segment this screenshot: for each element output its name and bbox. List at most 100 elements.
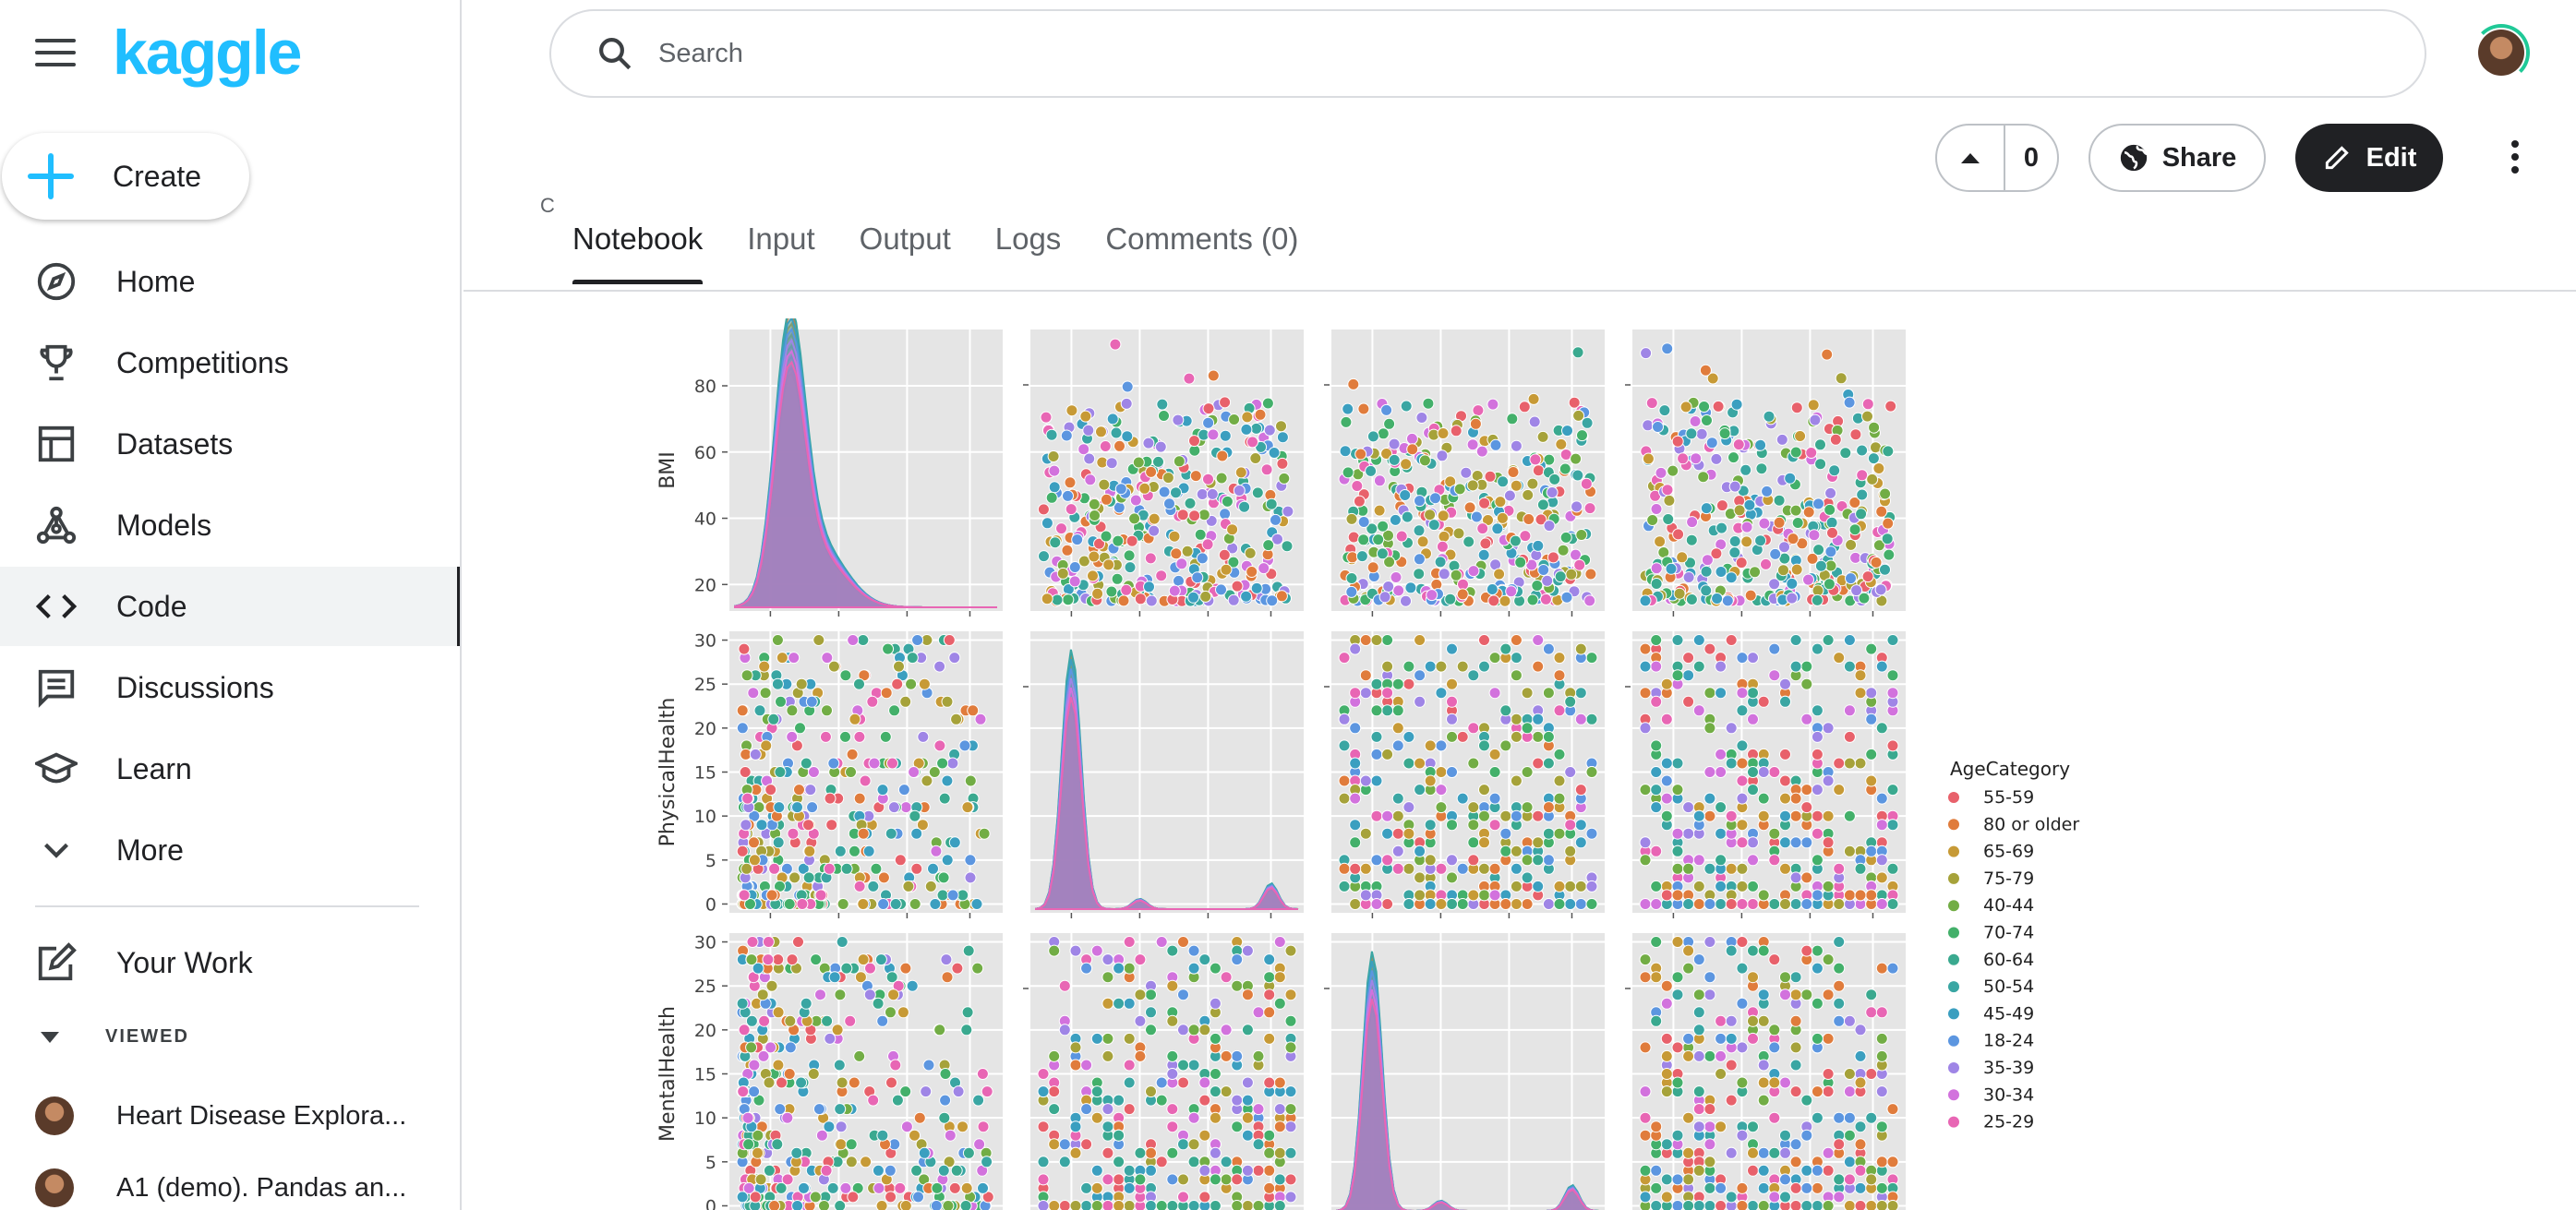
scatter-point bbox=[1198, 1076, 1211, 1089]
scatter-point bbox=[1187, 1059, 1200, 1072]
scatter-point bbox=[1166, 1068, 1179, 1080]
scatter-point bbox=[748, 836, 760, 849]
edit-button[interactable]: Edit bbox=[2295, 124, 2443, 192]
tab-comments[interactable]: Comments (0) bbox=[1105, 222, 1299, 256]
scatter-point bbox=[1800, 660, 1813, 673]
sidebar-item-home[interactable]: Home bbox=[0, 242, 460, 321]
scatter-point bbox=[1424, 774, 1437, 787]
scatter-point bbox=[1048, 1049, 1061, 1062]
sidebar-item-models[interactable]: Models bbox=[0, 485, 460, 565]
scatter-point bbox=[1685, 427, 1698, 440]
scatter-point bbox=[1728, 480, 1741, 493]
scatter-point bbox=[1725, 1191, 1738, 1204]
tab-input[interactable]: Input bbox=[747, 222, 815, 256]
scatter-point bbox=[1484, 470, 1497, 483]
search-bar[interactable] bbox=[549, 9, 2426, 98]
scatter-point bbox=[1453, 483, 1466, 496]
scatter-point bbox=[765, 889, 778, 902]
scatter-point bbox=[1779, 862, 1791, 875]
scatter-point bbox=[1446, 766, 1458, 778]
scatter-point bbox=[1262, 539, 1275, 552]
scatter-point bbox=[1747, 898, 1759, 910]
scatter-point bbox=[1278, 472, 1291, 485]
scatter-point bbox=[1789, 809, 1802, 822]
scatter-point bbox=[1101, 1146, 1114, 1159]
share-button[interactable]: Share bbox=[2088, 124, 2266, 192]
scatter-point bbox=[1173, 455, 1186, 468]
scatter-point bbox=[1789, 1041, 1802, 1054]
scatter-point bbox=[964, 774, 977, 787]
scatter-point bbox=[1177, 1059, 1189, 1072]
sidebar-item-competitions[interactable]: Competitions bbox=[0, 323, 460, 402]
scatter-point bbox=[786, 730, 799, 743]
viewed-item[interactable]: A1 (demo). Pandas an... bbox=[35, 1168, 406, 1207]
sidebar-item-code[interactable]: Code bbox=[0, 567, 460, 646]
scatter-point bbox=[1662, 513, 1675, 525]
scatter-point bbox=[937, 1164, 950, 1177]
scatter-point bbox=[1532, 713, 1545, 725]
legend-marker bbox=[1948, 1008, 1959, 1020]
scatter-point bbox=[1209, 1146, 1222, 1159]
menu-icon[interactable] bbox=[35, 39, 76, 70]
scatter-point bbox=[1757, 1181, 1770, 1194]
scatter-point bbox=[1768, 578, 1781, 591]
search-input[interactable] bbox=[658, 38, 2136, 69]
scatter-point bbox=[1145, 988, 1157, 1001]
scatter-point bbox=[1389, 513, 1402, 526]
create-label: Create bbox=[113, 159, 202, 193]
scatter-point bbox=[1811, 1111, 1824, 1124]
viewed-toggle[interactable]: VIEWED bbox=[41, 1026, 189, 1048]
scatter-point bbox=[875, 1200, 888, 1210]
scatter-point bbox=[1779, 792, 1791, 805]
scatter-point bbox=[1736, 739, 1749, 752]
viewed-item[interactable]: Heart Disease Explora... bbox=[35, 1096, 406, 1135]
scatter-point bbox=[1113, 1200, 1125, 1210]
scatter-point bbox=[1446, 898, 1458, 910]
sidebar-item-discussions[interactable]: Discussions bbox=[0, 648, 460, 727]
scatter-point bbox=[1650, 1014, 1663, 1027]
tab-output[interactable]: Output bbox=[859, 222, 951, 256]
scatter-point bbox=[1414, 757, 1426, 770]
upvote-button[interactable] bbox=[1937, 126, 2005, 190]
scatter-point bbox=[1233, 485, 1246, 497]
more-options-icon[interactable] bbox=[2506, 140, 2524, 177]
scatter-point bbox=[1196, 488, 1209, 500]
scatter-point bbox=[1080, 1059, 1093, 1072]
sidebar-item-your-work[interactable]: Your Work bbox=[0, 923, 460, 1002]
scatter-point bbox=[1692, 634, 1705, 646]
tick-label: 30 bbox=[694, 933, 716, 953]
scatter-point bbox=[961, 801, 974, 814]
scatter-point bbox=[1488, 889, 1501, 902]
scatter-point bbox=[1574, 713, 1587, 725]
create-button[interactable]: Create bbox=[2, 133, 249, 220]
scatter-point bbox=[1811, 784, 1824, 797]
scatter-point bbox=[1800, 801, 1813, 814]
scatter-point bbox=[1789, 504, 1802, 517]
scatter-point bbox=[1757, 1014, 1770, 1027]
scatter-point bbox=[1650, 562, 1663, 575]
tab-logs[interactable]: Logs bbox=[994, 222, 1062, 256]
sidebar-item-datasets[interactable]: Datasets bbox=[0, 404, 460, 484]
scatter-point bbox=[1875, 792, 1888, 805]
user-avatar[interactable] bbox=[2478, 30, 2524, 76]
scatter-point bbox=[1690, 452, 1703, 465]
sidebar-item-learn[interactable]: Learn bbox=[0, 729, 460, 809]
scatter-point bbox=[1703, 687, 1716, 700]
scatter-point bbox=[1585, 652, 1598, 665]
scatter-point bbox=[1359, 669, 1372, 682]
scatter-point bbox=[889, 1059, 902, 1072]
scatter-point bbox=[961, 1006, 974, 1019]
scatter-point bbox=[1209, 1032, 1222, 1045]
scatter-point bbox=[1357, 402, 1370, 415]
scatter-point bbox=[1811, 1085, 1824, 1098]
scatter-point bbox=[1467, 669, 1480, 682]
scatter-point bbox=[788, 871, 801, 884]
scatter-point bbox=[1845, 538, 1858, 551]
kaggle-logo[interactable]: kaggle bbox=[113, 18, 302, 88]
scatter-point bbox=[1532, 464, 1545, 477]
scatter-point bbox=[845, 766, 857, 778]
tab-notebook[interactable]: Notebook bbox=[572, 222, 704, 284]
sidebar-item-more[interactable]: More bbox=[0, 810, 460, 890]
scatter-point bbox=[745, 953, 758, 966]
scatter-point bbox=[1671, 1200, 1684, 1210]
